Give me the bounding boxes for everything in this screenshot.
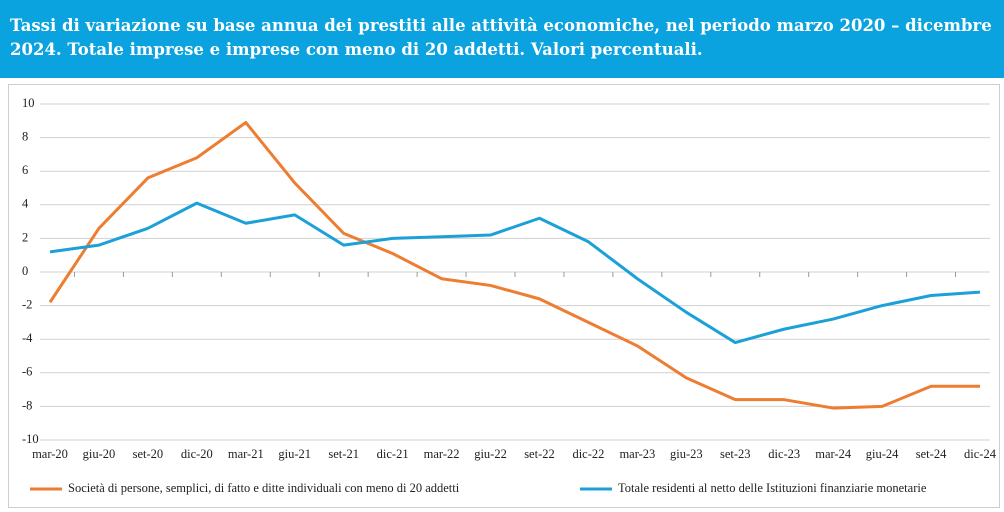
x-tick-label: set-23 [720,447,751,461]
x-tick-label: giu-23 [670,447,703,461]
x-tick-label: mar-21 [228,447,264,461]
y-tick-label: 4 [22,197,29,211]
legend-label: Società di persone, semplici, di fatto e… [68,481,460,495]
y-tick-label: 10 [22,96,35,110]
x-tick-label: mar-20 [32,447,68,461]
y-tick-label: -6 [22,365,32,379]
y-tick-label: -2 [22,297,32,311]
y-tick-label: -8 [22,398,32,412]
series-line [48,120,980,410]
x-tick-label: dic-20 [181,447,213,461]
x-tick-label: mar-22 [424,447,460,461]
x-tick-label: mar-23 [619,447,655,461]
x-tick-label: dic-21 [377,447,409,461]
y-tick-label: -10 [22,432,39,446]
x-tick-label: giu-21 [278,447,311,461]
chart-title: Tassi di variazione su base annua dei pr… [0,0,1004,78]
y-tick-label: 0 [22,264,28,278]
x-tick-label: dic-23 [768,447,800,461]
legend-label: Totale residenti al netto delle Istituzi… [618,481,927,495]
x-tick-label: set-21 [328,447,359,461]
y-tick-label: 8 [22,129,28,143]
x-tick-label: dic-24 [964,447,997,461]
chart-frame [8,84,1000,508]
x-tick-label: set-22 [524,447,555,461]
series-line [49,201,981,345]
y-tick-label: -4 [22,331,33,345]
x-tick-label: mar-24 [815,447,852,461]
x-tick-label: giu-20 [83,447,116,461]
x-tick-label: set-24 [916,447,947,461]
y-tick-label: 6 [22,163,28,177]
x-tick-label: giu-22 [474,447,507,461]
x-tick-label: dic-22 [572,447,604,461]
x-tick-label: set-20 [133,447,164,461]
y-tick-label: 2 [22,230,28,244]
x-tick-label: giu-24 [866,447,899,461]
